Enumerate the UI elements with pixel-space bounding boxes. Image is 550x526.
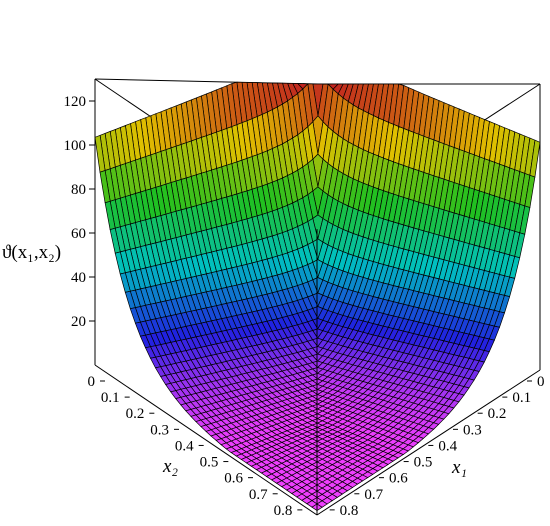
z-tick-label: 120 bbox=[64, 94, 87, 110]
z-axis-label: ϑ(x₁,x₂) bbox=[2, 242, 61, 263]
x1-tick-label: 0 bbox=[537, 374, 545, 390]
z-tick-label: 60 bbox=[71, 226, 86, 242]
x2-tick-label: 0.2 bbox=[126, 406, 145, 422]
x2-tick-label: 0.7 bbox=[249, 487, 268, 503]
z-tick-label: 20 bbox=[71, 314, 86, 330]
x1-tick-label: 0.5 bbox=[414, 455, 433, 471]
x2-tick-label: 0.6 bbox=[224, 471, 243, 487]
x1-tick-label: 0.8 bbox=[340, 503, 359, 519]
x1-tick-label: 0.6 bbox=[389, 471, 408, 487]
z-axis: 20 40 60 80 100 120 bbox=[64, 94, 95, 330]
x2-tick-label: 0 bbox=[88, 374, 96, 390]
x1-tick-label: 0.3 bbox=[463, 422, 482, 438]
x2-tick-label: 0.1 bbox=[101, 390, 120, 406]
z-tick-label: 100 bbox=[64, 138, 87, 154]
x1-axis: 0 0.1 0.2 0.3 0.4 0.5 0.6 0.7 0.8 bbox=[329, 374, 545, 519]
x2-axis-label: x₂ bbox=[162, 456, 178, 477]
surface-mesh bbox=[94, 81, 541, 512]
x1-tick-label: 0.2 bbox=[488, 406, 507, 422]
z-tick-label: 80 bbox=[71, 182, 86, 198]
x2-tick-label: 0.8 bbox=[274, 503, 293, 519]
x2-axis: 0 0.1 0.2 0.3 0.4 0.5 0.6 0.7 0.8 bbox=[88, 374, 303, 519]
x1-tick-label: 0.4 bbox=[438, 438, 457, 454]
bounding-box-front bbox=[94, 229, 541, 516]
x1-axis-label: x₁ bbox=[451, 457, 467, 478]
x1-tick-label: 0.7 bbox=[364, 487, 383, 503]
x2-tick-label: 0.3 bbox=[150, 422, 169, 438]
z-tick-label: 40 bbox=[71, 270, 86, 286]
x1-tick-label: 0.1 bbox=[512, 390, 531, 406]
x2-tick-label: 0.4 bbox=[175, 438, 194, 454]
x2-tick-label: 0.5 bbox=[200, 455, 219, 471]
